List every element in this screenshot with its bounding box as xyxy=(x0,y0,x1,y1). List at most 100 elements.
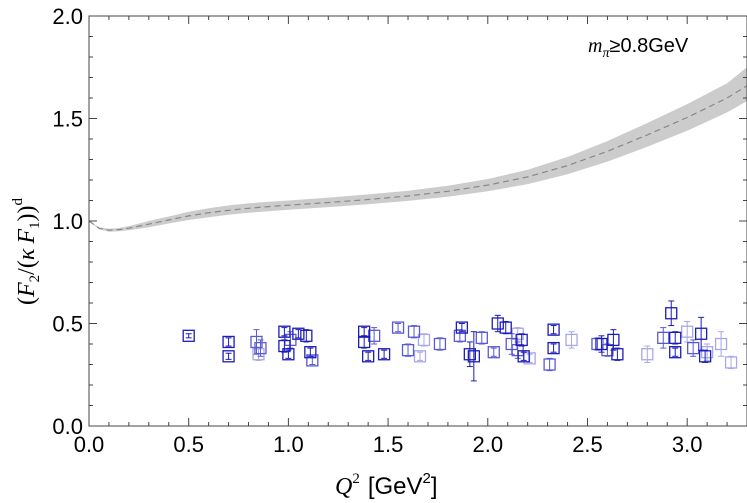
data-marker xyxy=(595,337,608,351)
x-tick-label: 0.5 xyxy=(173,432,204,457)
data-point xyxy=(547,341,560,355)
data-marker xyxy=(700,346,714,359)
data-marker xyxy=(358,335,371,349)
data-marker xyxy=(282,348,295,361)
data-marker xyxy=(681,325,694,338)
data-marker xyxy=(669,346,682,359)
x-axis-label: Q2 [GeV2] xyxy=(335,470,438,500)
data-point xyxy=(724,355,738,370)
x-tick-label: 3.0 xyxy=(672,432,703,457)
data-point xyxy=(641,345,654,363)
data-point xyxy=(491,314,504,333)
x-tick-label: 2.5 xyxy=(572,432,603,457)
chart-annotation: mπ≥0.8GeV xyxy=(588,35,689,61)
data-point xyxy=(487,346,500,359)
data-point xyxy=(433,337,447,351)
data-point xyxy=(358,335,371,349)
data-point xyxy=(401,343,415,357)
data-point xyxy=(222,350,235,363)
data-point xyxy=(282,348,295,361)
band-layer xyxy=(89,67,747,232)
data-point xyxy=(367,327,381,345)
data-point xyxy=(565,331,578,349)
data-point xyxy=(455,321,469,334)
data-marker xyxy=(714,337,728,351)
data-point xyxy=(475,331,488,345)
data-point xyxy=(607,329,620,351)
data-marker xyxy=(182,329,195,342)
data-point xyxy=(413,350,427,363)
data-marker xyxy=(698,350,712,363)
data-marker xyxy=(547,341,560,355)
data-marker xyxy=(694,327,708,340)
data-marker xyxy=(391,321,405,334)
data-point xyxy=(714,331,728,357)
x-tick-label: 2.0 xyxy=(472,432,503,457)
data-point xyxy=(182,329,195,342)
data-marker xyxy=(455,321,469,334)
data-point xyxy=(669,346,682,359)
data-marker xyxy=(417,333,431,347)
data-marker xyxy=(306,354,319,367)
data-point xyxy=(700,343,714,361)
data-point xyxy=(278,325,291,338)
data-point xyxy=(467,331,480,382)
y-tick-label: 0.5 xyxy=(52,312,83,337)
data-marker xyxy=(407,325,421,338)
data-point xyxy=(611,347,624,361)
data-point xyxy=(304,346,317,359)
x-tick-label: 1.5 xyxy=(373,432,404,457)
data-marker xyxy=(292,327,305,340)
data-point xyxy=(517,350,530,363)
y-tick-label: 1.0 xyxy=(52,209,83,234)
data-point xyxy=(547,323,560,336)
data-point xyxy=(362,350,375,363)
data-marker xyxy=(611,348,624,361)
y-tick-label: 2.0 xyxy=(52,4,83,29)
data-marker xyxy=(278,339,291,353)
x-tick-label: 0.0 xyxy=(74,432,105,457)
y-axis-label: (F2/(κF1))d xyxy=(10,197,43,305)
data-point xyxy=(377,348,391,361)
data-point xyxy=(391,321,405,334)
data-marker xyxy=(463,348,476,361)
data-point xyxy=(515,333,528,347)
data-marker xyxy=(491,317,504,330)
data-marker xyxy=(362,350,375,363)
data-marker xyxy=(724,356,738,369)
data-point xyxy=(254,339,267,357)
data-marker xyxy=(487,346,500,359)
data-marker xyxy=(543,358,556,371)
data-point xyxy=(687,339,700,357)
data-point xyxy=(543,357,556,372)
plot-frame xyxy=(88,15,747,427)
data-marker xyxy=(304,346,317,359)
data-marker xyxy=(453,329,467,342)
data-marker xyxy=(515,333,528,347)
data-marker xyxy=(547,323,560,336)
data-point xyxy=(595,335,608,353)
data-marker xyxy=(669,331,682,345)
data-marker xyxy=(665,307,678,320)
data-point xyxy=(665,300,678,327)
data-marker xyxy=(278,325,291,338)
data-marker xyxy=(641,348,654,361)
data-marker xyxy=(367,329,381,342)
axis-ticks: 0.0 0.5 1.0 1.5 2.0 2.5 3.0 0.0 0.5 1.0 1.5 2.0 xyxy=(52,4,747,457)
data-point xyxy=(657,327,670,349)
data-marker xyxy=(401,343,415,357)
y-tick-label: 1.5 xyxy=(52,107,83,132)
series-mid xyxy=(250,321,700,372)
data-marker xyxy=(467,350,480,363)
data-point xyxy=(292,327,305,340)
data-point xyxy=(407,325,421,339)
curve-layer xyxy=(89,85,747,231)
data-marker xyxy=(254,341,267,355)
data-marker xyxy=(687,341,700,355)
data-point xyxy=(694,316,708,351)
data-marker xyxy=(433,337,447,351)
data-marker xyxy=(300,329,313,342)
data-point xyxy=(669,331,682,345)
data-marker xyxy=(222,335,235,349)
